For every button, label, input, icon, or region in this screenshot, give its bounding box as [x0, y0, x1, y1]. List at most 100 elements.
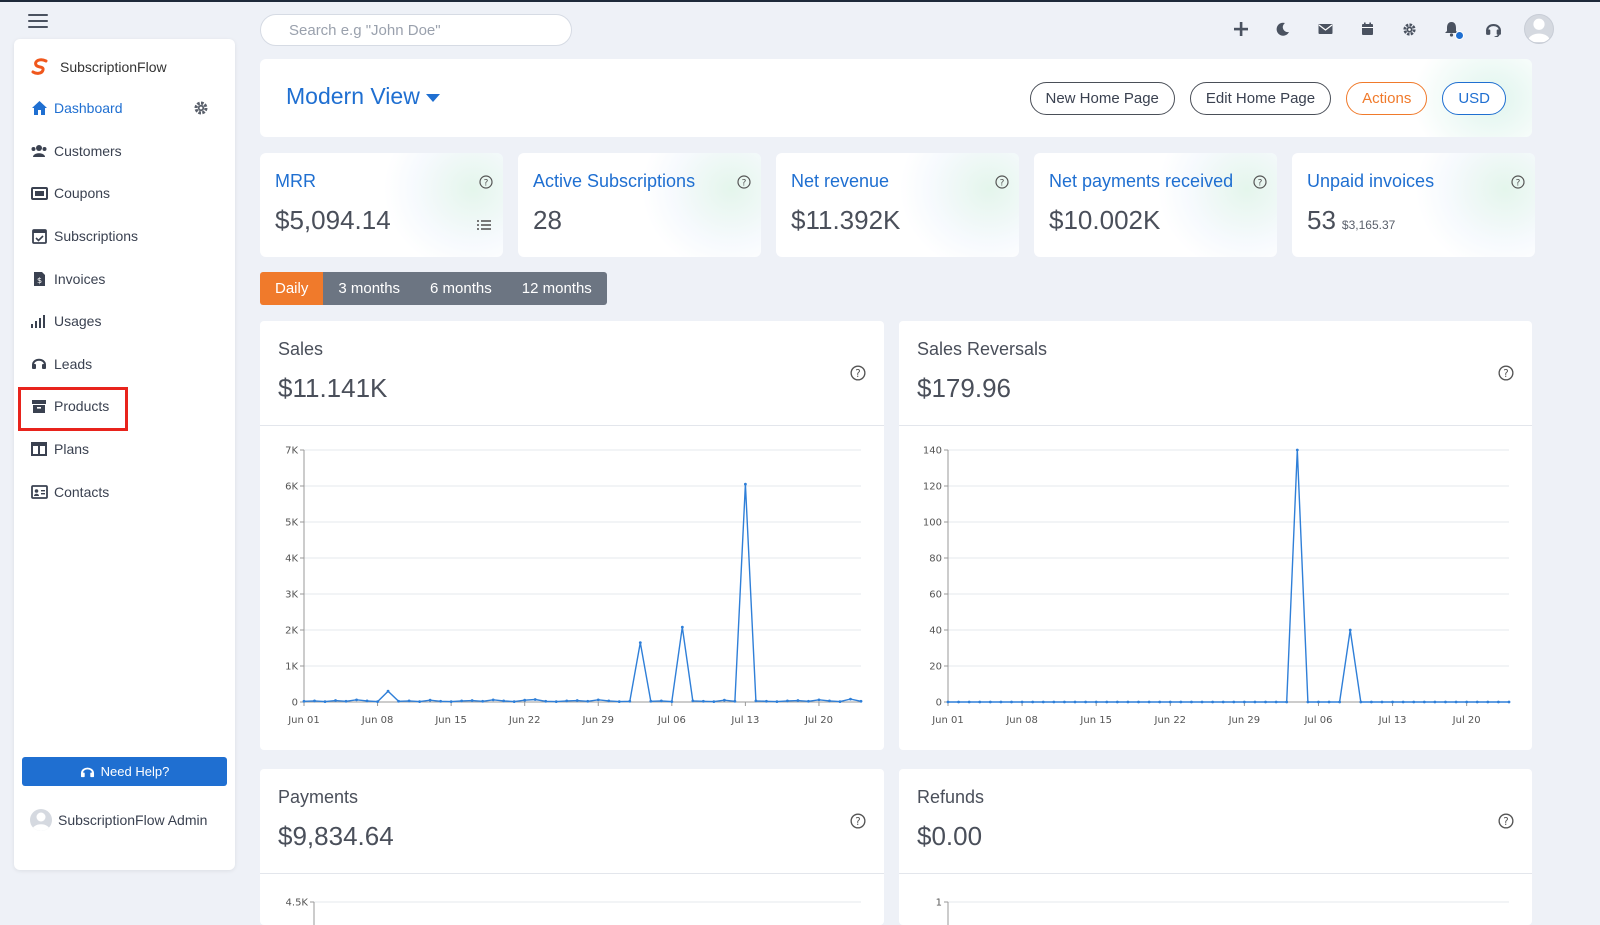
- card-value: $11.141K: [278, 373, 388, 403]
- x-tick-label: Jun 15: [434, 715, 467, 726]
- data-point: [376, 700, 379, 704]
- data-point: [1094, 700, 1098, 704]
- plus-icon[interactable]: [1230, 18, 1252, 40]
- moon-icon[interactable]: [1272, 18, 1294, 40]
- kpi-value: 53: [1307, 205, 1336, 235]
- help-icon[interactable]: ?: [737, 175, 751, 189]
- calendar-icon[interactable]: [1356, 18, 1378, 40]
- kpi-card-active-subscriptions[interactable]: Active Subscriptions 28 ?: [518, 153, 761, 257]
- data-point: [407, 699, 411, 703]
- help-icon[interactable]: ?: [1511, 175, 1525, 189]
- data-point: [628, 699, 632, 703]
- help-icon[interactable]: ?: [850, 365, 866, 381]
- data-point: [1158, 700, 1162, 704]
- data-point: [754, 699, 758, 703]
- data-point: [1465, 700, 1469, 704]
- headset-icon: [80, 767, 94, 777]
- actions-button[interactable]: Actions: [1346, 82, 1428, 115]
- tab-6-months[interactable]: 6 months: [415, 272, 507, 305]
- tab-3-months[interactable]: 3 months: [323, 272, 416, 305]
- x-tick-label: Jun 22: [508, 715, 541, 726]
- help-icon[interactable]: ?: [1253, 175, 1267, 189]
- sidebar-item-usages[interactable]: Usages: [14, 300, 235, 343]
- data-point: [344, 699, 348, 703]
- data-point: [1126, 700, 1130, 704]
- y-tick-label: 0: [292, 698, 298, 709]
- card-divider: [899, 873, 1532, 874]
- list-icon[interactable]: [477, 219, 491, 231]
- help-icon[interactable]: ?: [479, 175, 493, 189]
- tab-daily[interactable]: Daily: [260, 272, 324, 305]
- user-avatar-icon: [30, 809, 52, 831]
- new-home-page-button[interactable]: New Home Page: [1029, 82, 1175, 115]
- need-help-button[interactable]: Need Help?: [22, 757, 227, 786]
- edit-home-page-button[interactable]: Edit Home Page: [1189, 82, 1332, 115]
- data-point: [838, 700, 842, 704]
- data-point: [418, 700, 422, 704]
- data-point: [1190, 700, 1193, 704]
- user-avatar[interactable]: [1524, 14, 1554, 44]
- menu-toggle-icon[interactable]: [28, 14, 48, 28]
- data-point: [1242, 700, 1246, 704]
- data-point: [397, 699, 400, 703]
- bell-icon[interactable]: [1440, 18, 1464, 40]
- help-icon[interactable]: ?: [850, 813, 866, 829]
- y-tick-label: 1: [936, 898, 942, 909]
- sidebar-item-contacts[interactable]: Contacts: [14, 470, 235, 513]
- dashboard-settings-gear-icon[interactable]: [193, 100, 209, 116]
- sidebar-item-label: Subscriptions: [54, 228, 139, 245]
- y-tick-label: 4.5K: [286, 898, 309, 909]
- help-icon[interactable]: ?: [995, 175, 1009, 189]
- kpi-card-net-payments[interactable]: Net payments received $10.002K ?: [1034, 153, 1277, 257]
- sidebar-item-subscriptions[interactable]: Subscriptions: [14, 215, 235, 258]
- help-icon[interactable]: ?: [1498, 365, 1514, 381]
- y-tick-label: 7K: [285, 446, 298, 457]
- data-point: [1253, 700, 1257, 704]
- sidebar-item-customers[interactable]: Customers: [14, 130, 235, 173]
- headset-icon[interactable]: [1482, 18, 1504, 40]
- sidebar-item-plans[interactable]: Plans: [14, 428, 235, 471]
- mail-icon[interactable]: [1314, 18, 1336, 40]
- tab-12-months[interactable]: 12 months: [506, 272, 607, 305]
- kpi-value-group: 53 $3,165.37: [1307, 205, 1395, 236]
- sidebar-nav: Dashboard Customers Coupons Subscription…: [14, 87, 235, 513]
- data-point: [460, 699, 464, 703]
- kpi-card-net-revenue[interactable]: Net revenue $11.392K ?: [776, 153, 1019, 257]
- search-input[interactable]: [260, 14, 572, 46]
- data-point: [691, 699, 695, 703]
- data-point: [638, 641, 642, 644]
- data-point: [1211, 700, 1215, 704]
- help-icon[interactable]: ?: [1498, 813, 1514, 829]
- data-point: [828, 699, 831, 703]
- kpi-card-mrr[interactable]: MRR $5,094.14 ?: [260, 153, 503, 257]
- data-point: [1200, 700, 1204, 704]
- data-point: [1348, 628, 1352, 632]
- admin-name: SubscriptionFlow Admin: [58, 812, 208, 828]
- kpi-card-unpaid-invoices[interactable]: Unpaid invoices 53 $3,165.37 ?: [1292, 153, 1535, 257]
- data-point: [946, 700, 950, 704]
- data-point: [1168, 700, 1172, 704]
- x-tick-label: Jul 13: [1378, 715, 1407, 726]
- data-point: [1063, 700, 1066, 704]
- data-point: [428, 698, 432, 702]
- view-selector-dropdown[interactable]: Modern View: [286, 83, 440, 110]
- range-tabs: Daily 3 months 6 months 12 months: [260, 272, 607, 305]
- sidebar-item-coupons[interactable]: Coupons: [14, 172, 235, 215]
- sidebar-item-products[interactable]: Products: [14, 385, 235, 431]
- brand[interactable]: SubscriptionFlow: [30, 57, 167, 77]
- data-point: [1380, 700, 1384, 704]
- data-point: [470, 699, 474, 702]
- data-point: [1020, 700, 1024, 704]
- currency-button[interactable]: USD: [1442, 82, 1506, 115]
- data-point: [765, 699, 768, 703]
- sidebar-item-leads[interactable]: Leads: [14, 343, 235, 386]
- sidebar-item-invoices[interactable]: $ Invoices: [14, 257, 235, 300]
- sales-card: Sales $11.141K ? 0 1K 2K 3K 4K 5K 6K 7K Jun 01 Ju…: [260, 321, 884, 750]
- y-tick-label: 1K: [285, 662, 298, 673]
- data-point: [1274, 700, 1278, 704]
- admin-user[interactable]: SubscriptionFlow Admin: [30, 809, 207, 831]
- data-point: [1454, 700, 1458, 704]
- gear-icon[interactable]: [1398, 18, 1420, 40]
- sidebar-item-dashboard[interactable]: Dashboard: [14, 87, 235, 130]
- data-point: [386, 689, 390, 693]
